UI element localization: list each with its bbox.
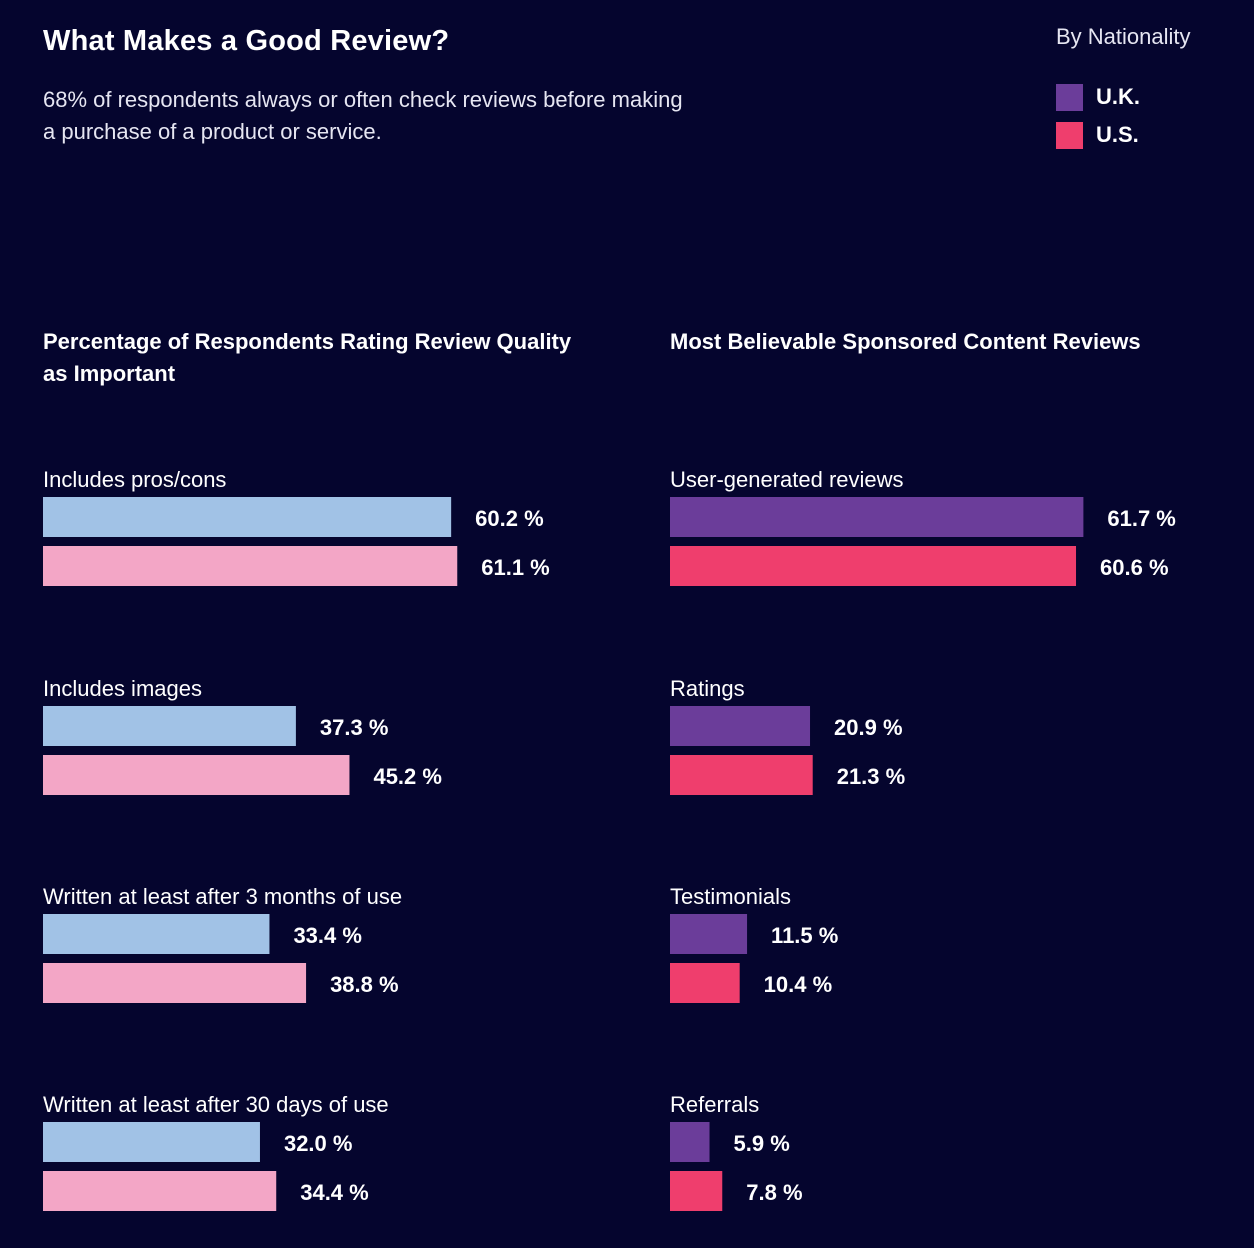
legend-label-uk: U.K.: [1096, 84, 1140, 109]
chart-left-title: Percentage of Respondents Rating Review …: [43, 329, 572, 386]
data-label: 33.4 %: [293, 923, 362, 948]
data-label: 21.3 %: [837, 764, 906, 789]
bar-us: [43, 963, 307, 1003]
bar-uk: [43, 497, 452, 537]
legend-swatch-us: [1056, 121, 1083, 149]
bar-uk: [670, 914, 748, 954]
category-label: Referrals: [670, 1092, 759, 1117]
page-title: What Makes a Good Review?: [43, 25, 450, 57]
bar-us: [43, 1171, 277, 1211]
legend-heading: By Nationality: [1056, 24, 1191, 49]
page-subtitle: 68% of respondents always or often check…: [43, 87, 683, 144]
bar-uk: [670, 497, 1084, 537]
bar-us: [670, 546, 1077, 586]
bar-us: [43, 546, 458, 586]
bar-us: [670, 755, 813, 795]
category-label: User-generated reviews: [670, 467, 904, 492]
legend-item-uk: U.K.: [1056, 83, 1140, 111]
bar-us: [43, 755, 350, 795]
data-label: 45.2 %: [373, 764, 442, 789]
data-label: 61.7 %: [1107, 506, 1176, 531]
legend-item-us: U.S.: [1056, 121, 1139, 149]
data-label: 20.9 %: [834, 715, 903, 740]
bar-uk: [43, 914, 270, 954]
chart-right-title: Most Believable Sponsored Content Review…: [670, 329, 1141, 354]
data-label: 38.8 %: [330, 972, 399, 997]
bar-uk: [670, 1122, 710, 1162]
category-label: Testimonials: [670, 884, 791, 909]
data-label: 32.0 %: [284, 1131, 353, 1156]
bar-us: [670, 1171, 723, 1211]
legend-swatch-uk: [1056, 83, 1083, 111]
bar-uk: [43, 1122, 260, 1162]
data-label: 10.4 %: [764, 972, 833, 997]
category-label: Includes pros/cons: [43, 467, 226, 492]
data-label: 5.9 %: [734, 1131, 790, 1156]
category-label: Written at least after 30 days of use: [43, 1092, 389, 1117]
bar-uk: [43, 706, 296, 746]
data-label: 11.5 %: [771, 923, 838, 948]
data-label: 61.1 %: [481, 555, 550, 580]
data-label: 37.3 %: [320, 715, 389, 740]
bar-uk: [670, 706, 811, 746]
data-label: 7.8 %: [746, 1180, 802, 1205]
data-label: 60.2 %: [475, 506, 544, 531]
data-label: 60.6 %: [1100, 555, 1169, 580]
legend-label-us: U.S.: [1096, 122, 1139, 147]
category-label: Includes images: [43, 676, 202, 701]
data-label: 34.4 %: [300, 1180, 369, 1205]
category-label: Ratings: [670, 676, 745, 701]
category-label: Written at least after 3 months of use: [43, 884, 402, 909]
bar-us: [670, 963, 740, 1003]
